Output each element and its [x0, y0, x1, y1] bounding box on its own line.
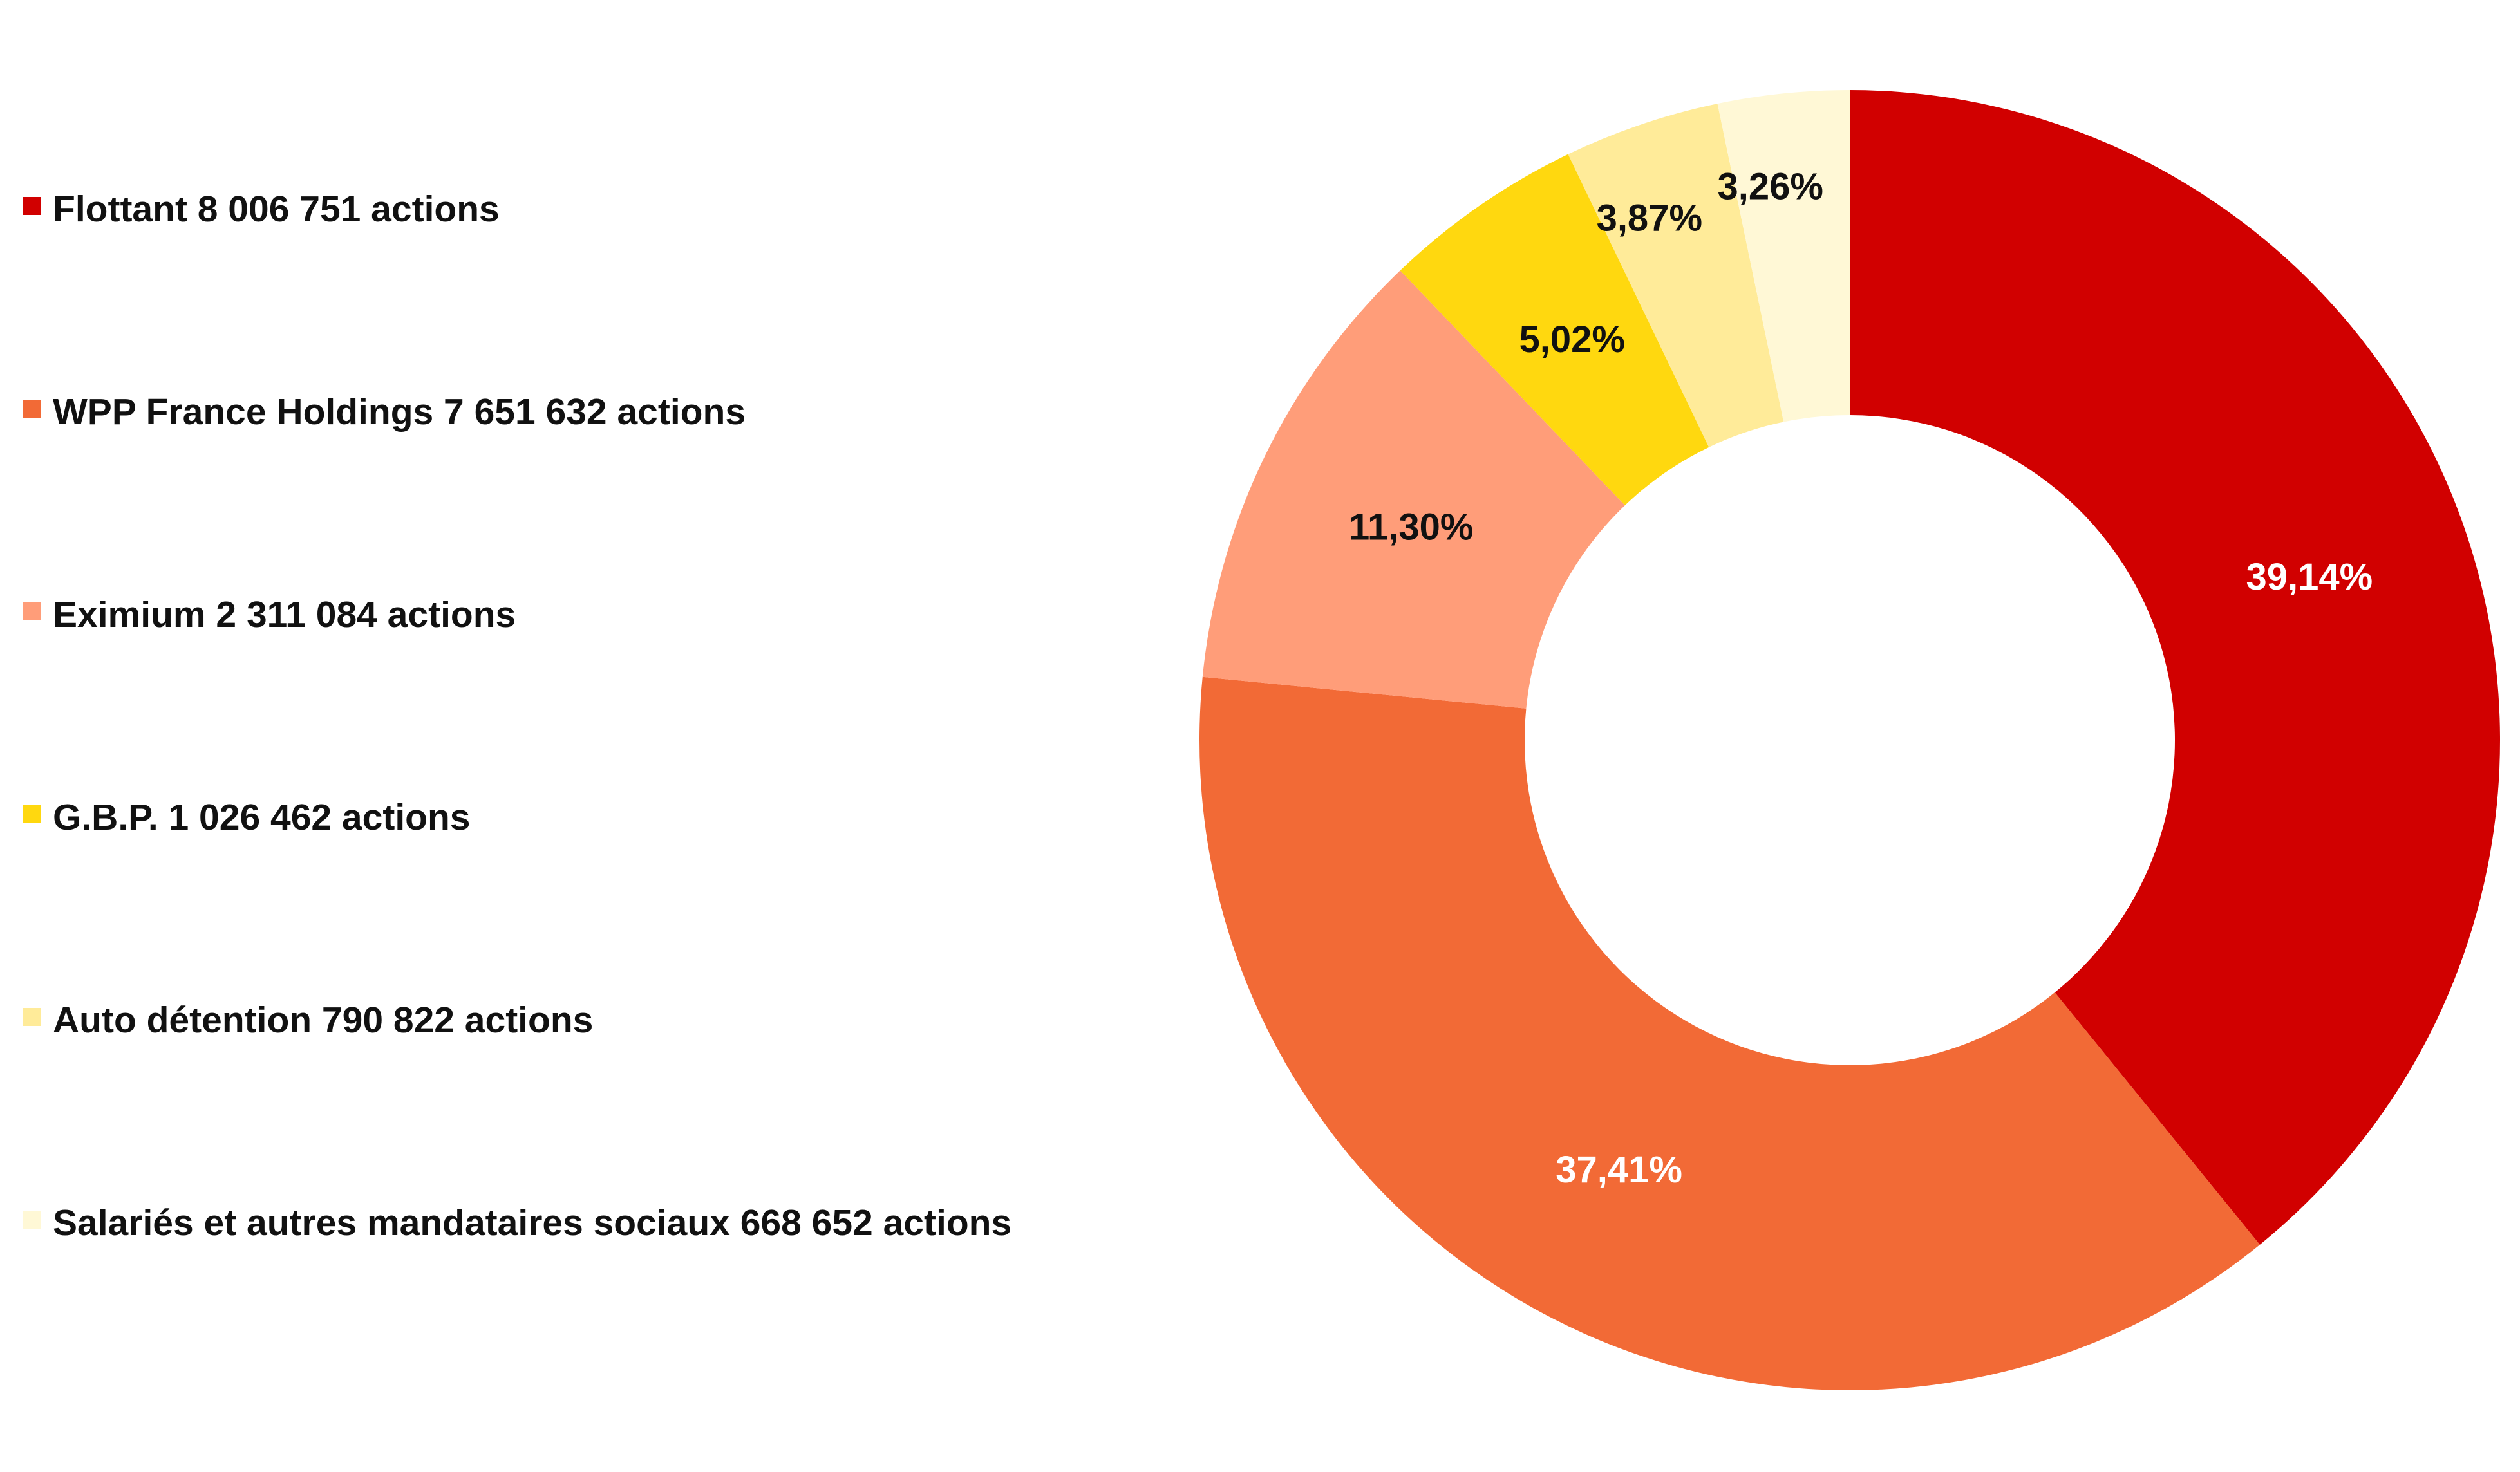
slice-value-label: 39,14%: [2246, 556, 2373, 598]
donut-slice-g-b-p: [1400, 154, 1709, 506]
donut-slice-auto-detention: [1568, 104, 1784, 447]
legend-item-gbp: G.B.P. 1 026 462 actions: [23, 795, 471, 840]
donut-slice-wpp-france-holdings: [1199, 676, 2260, 1390]
donut-slices: [1199, 90, 2500, 1390]
donut-slice-eximium: [1202, 270, 1625, 709]
slice-value-label: 3,26%: [1717, 166, 1823, 208]
legend-swatch: [23, 805, 41, 823]
legend-label: G.B.P. 1 026 462 actions: [53, 797, 471, 838]
legend-swatch: [23, 400, 41, 418]
donut-slice-labels: 39,14% 37,41% 11,30% 5,02% 3,87% 3,26%: [1349, 166, 2373, 1191]
legend-swatch: [23, 1211, 41, 1229]
legend-label: Auto détention 790 822 actions: [53, 1000, 594, 1041]
slice-value-label: 5,02%: [1519, 319, 1624, 360]
legend-item-wpp-france-holdings: WPP France Holdings 7 651 632 actions: [23, 389, 746, 434]
donut-slice-flottant: [1850, 90, 2500, 1245]
legend-label: Eximium 2 311 084 actions: [53, 594, 516, 635]
legend-swatch: [23, 1008, 41, 1026]
legend-label: Flottant 8 006 751 actions: [53, 189, 500, 230]
legend-item-auto-detention: Auto détention 790 822 actions: [23, 998, 593, 1043]
legend-swatch: [23, 197, 41, 215]
donut-slice-salaries-et-autres-mandataires-sociaux: [1717, 90, 1850, 422]
legend-item-flottant: Flottant 8 006 751 actions: [23, 187, 500, 232]
legend-label: WPP France Holdings 7 651 632 actions: [53, 391, 746, 433]
chart-legend: Flottant 8 006 751 actions WPP France Ho…: [23, 0, 1066, 1472]
legend-label: Salariés et autres mandataires sociaux 6…: [53, 1202, 1012, 1244]
slice-value-label: 3,87%: [1597, 198, 1702, 239]
slice-value-label: 11,30%: [1349, 506, 1474, 548]
legend-swatch: [23, 602, 41, 620]
legend-item-salaries: Salariés et autres mandataires sociaux 6…: [23, 1200, 1011, 1245]
legend-item-eximium: Eximium 2 311 084 actions: [23, 592, 516, 637]
slice-value-label: 37,41%: [1556, 1149, 1682, 1191]
